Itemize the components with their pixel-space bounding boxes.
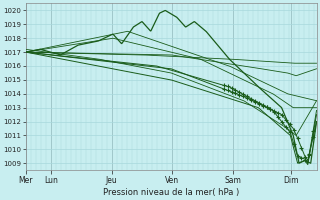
X-axis label: Pression niveau de la mer( hPa ): Pression niveau de la mer( hPa ) [103, 188, 239, 197]
